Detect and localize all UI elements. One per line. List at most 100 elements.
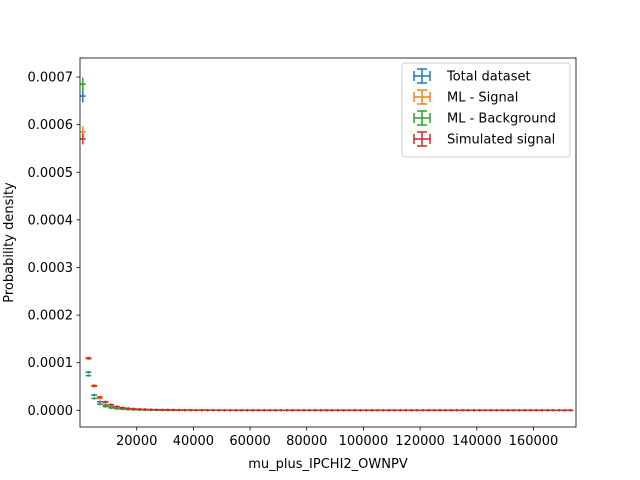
legend-box (401, 62, 571, 158)
legend-label: Total dataset (446, 70, 531, 85)
data-point (499, 409, 506, 412)
data-point (108, 403, 115, 406)
legend-label: Simulated signal (447, 133, 555, 148)
data-point (244, 409, 251, 412)
x-axis-label: mu_plus_IPCHI2_OWNPV (248, 457, 408, 472)
data-point (148, 408, 154, 411)
data-point (267, 409, 273, 412)
data-point (114, 407, 120, 410)
data-point (369, 409, 375, 412)
y-tick-label: 0.0002 (28, 309, 74, 324)
data-point (255, 409, 262, 412)
data-point (238, 409, 245, 412)
data-point (91, 393, 98, 397)
data-point (233, 409, 239, 412)
data-point (170, 408, 177, 412)
data-point (108, 406, 115, 410)
data-point (80, 77, 86, 91)
legend-label: ML - Signal (447, 91, 518, 106)
x-tick-label: 60000 (229, 434, 270, 449)
legend-entry: ML - Signal (413, 89, 518, 106)
x-tick-label: 40000 (173, 434, 214, 449)
y-tick-label: 0.0007 (28, 71, 74, 86)
data-point (142, 408, 149, 411)
data-point (153, 408, 160, 411)
y-tick-label: 0.0004 (28, 213, 74, 228)
plot-area: 20000 40000 60000 80000 100000 120000 140000 16… (28, 57, 577, 449)
x-tick-label: 80000 (286, 434, 327, 449)
data-point (335, 409, 341, 412)
series-simulated-signal (80, 133, 574, 412)
data-point (102, 405, 109, 408)
data-point (380, 409, 387, 412)
data-point (85, 356, 92, 360)
data-point (437, 409, 443, 412)
data-point (567, 409, 574, 412)
data-point (80, 133, 86, 145)
data-point (471, 409, 477, 412)
data-point (533, 409, 540, 412)
data-point (329, 409, 336, 412)
data-point (97, 400, 103, 403)
legend-entry: Simulated signal (413, 131, 555, 148)
data-point (386, 409, 392, 412)
data-point (414, 409, 421, 412)
data-point (493, 409, 500, 412)
data-point (284, 409, 290, 412)
data-point (522, 409, 528, 412)
data-point (221, 409, 228, 412)
data-point (340, 409, 347, 412)
axes-frame (79, 57, 577, 428)
y-tick-label: 0.0006 (28, 118, 74, 133)
legend-entry: Total dataset (413, 68, 531, 85)
data-point (193, 408, 200, 412)
data-point (227, 409, 234, 412)
data-point (131, 407, 137, 411)
data-point (91, 384, 98, 387)
data-point (204, 409, 211, 412)
data-point (85, 374, 92, 377)
data-point (210, 409, 217, 412)
data-point (114, 405, 120, 408)
y-tick-label: 0.0000 (28, 404, 74, 419)
data-point (323, 409, 330, 412)
data-point (391, 409, 398, 412)
data-point (544, 409, 551, 412)
data-point (465, 409, 472, 412)
legend-label: ML - Background (447, 112, 556, 127)
data-point (216, 409, 222, 412)
y-tick-label: 0.0003 (28, 261, 74, 276)
data-point (97, 395, 103, 399)
data-point (442, 409, 449, 412)
data-point (550, 409, 557, 412)
data-point (408, 409, 415, 412)
data-point (176, 408, 183, 412)
data-point (459, 409, 466, 412)
data-point (476, 409, 483, 412)
data-point (482, 409, 489, 412)
x-axis-ticks: 20000 40000 60000 80000 100000 120000 140000 16… (116, 427, 558, 449)
data-point (527, 409, 534, 412)
data-point (289, 409, 296, 412)
data-point (346, 409, 353, 412)
data-point (448, 409, 455, 412)
data-point (102, 400, 109, 403)
x-tick-label: 20000 (116, 434, 157, 449)
data-point (318, 409, 324, 412)
data-point (125, 407, 132, 410)
data-point (312, 409, 319, 412)
x-tick-label: 120000 (395, 434, 445, 449)
data-point (539, 409, 545, 412)
data-point (80, 89, 86, 103)
data-point (85, 371, 92, 374)
y-tick-label: 0.0005 (28, 166, 74, 181)
data-point (352, 409, 358, 412)
data-point (272, 409, 279, 412)
x-tick-label: 160000 (509, 434, 559, 449)
data-point (165, 408, 171, 412)
data-point (119, 406, 126, 409)
data-point (431, 409, 438, 412)
data-point (357, 409, 364, 412)
data-point (420, 409, 426, 412)
